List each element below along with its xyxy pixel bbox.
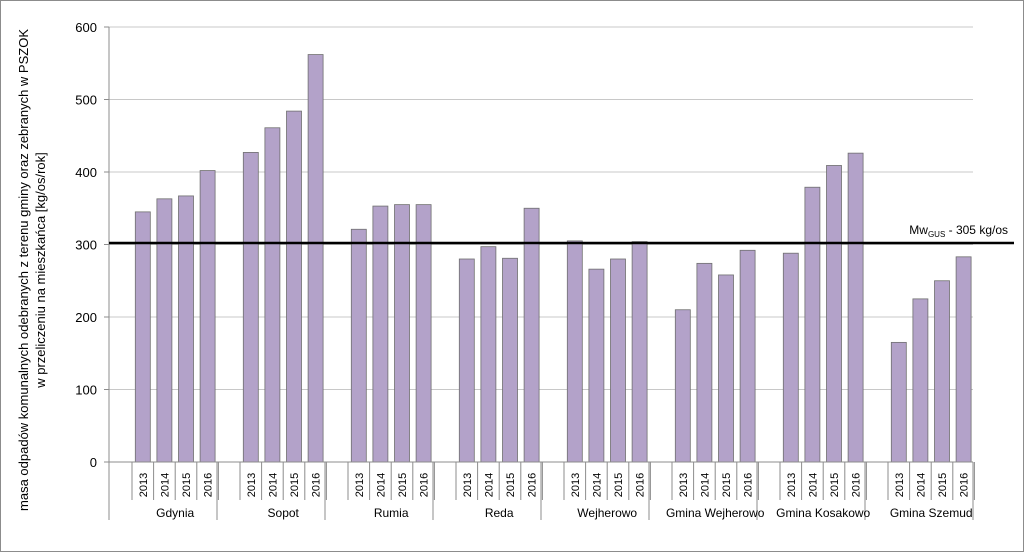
bar	[156, 198, 173, 463]
x-tick-label: 2016	[635, 473, 647, 497]
x-tick-label: 2015	[505, 473, 517, 497]
x-tick-label: 2016	[419, 473, 431, 497]
x-tick-label: 2013	[786, 473, 798, 497]
bar	[523, 207, 540, 463]
bar	[264, 127, 281, 463]
x-tick-label: 2015	[613, 473, 625, 497]
y-axis-label-line1: masa odpadów komunalnych odebranych z te…	[16, 29, 31, 511]
bars	[134, 54, 972, 463]
bar	[955, 256, 972, 463]
bar	[502, 257, 518, 463]
x-tick-label: 2013	[462, 473, 474, 497]
x-tick-label: 2015	[289, 473, 301, 497]
group-label: Gmina Kosakowo	[776, 506, 870, 520]
bar	[804, 186, 821, 463]
bar	[826, 165, 842, 463]
group-label: Gmina Wejherowo	[666, 506, 765, 520]
x-tick-label: 2016	[203, 473, 215, 497]
bar	[782, 252, 799, 463]
x-tick-label: 2014	[699, 473, 711, 497]
x-tick-label: 2014	[375, 473, 387, 497]
x-tick-label: 2013	[138, 473, 150, 497]
y-tick-label: 0	[90, 455, 97, 470]
y-tick-label: 400	[75, 165, 97, 180]
bar	[350, 228, 367, 463]
y-tick-label: 600	[75, 20, 97, 35]
bar	[178, 195, 194, 463]
bar	[631, 241, 648, 463]
x-tick-label: 2016	[959, 473, 971, 497]
x-tick-label: 2016	[851, 473, 863, 497]
x-tick-label: 2013	[354, 473, 366, 497]
y-tick-label: 200	[75, 310, 97, 325]
bar	[480, 246, 497, 463]
x-tick-label: 2013	[570, 473, 582, 497]
bar	[286, 110, 302, 463]
bar	[934, 280, 950, 463]
x-tick-label: 2015	[181, 473, 193, 497]
bar	[847, 152, 864, 463]
bar	[372, 205, 389, 463]
x-tick-label: 2014	[267, 473, 279, 497]
x-tick-label: 2016	[311, 473, 323, 497]
bar	[458, 258, 475, 463]
reference-line-label: MwGUS - 305 kg/os	[909, 223, 1008, 239]
x-tick-label: 2016	[743, 473, 755, 497]
x-tick-label: 2014	[807, 473, 819, 497]
group-label: Reda	[485, 506, 514, 520]
reference-line-group: MwGUS - 305 kg/os	[109, 223, 1014, 245]
x-tick-label: 2014	[483, 473, 495, 497]
x-tick-label: 2013	[246, 473, 258, 497]
bar	[912, 298, 929, 463]
bar	[566, 240, 583, 463]
x-tick-label: 2015	[397, 473, 409, 497]
x-tick-label: 2014	[915, 473, 927, 497]
bar	[674, 309, 691, 463]
y-tick-label: 100	[75, 383, 97, 398]
bar	[610, 258, 626, 463]
x-tick-label: 2015	[829, 473, 841, 497]
group-label: Sopot	[268, 506, 300, 520]
x-tick-label: 2014	[159, 473, 171, 497]
bar	[890, 341, 907, 463]
group-label: Rumia	[374, 506, 409, 520]
y-tick-label: 300	[75, 238, 97, 253]
bar	[696, 262, 713, 463]
bar	[199, 170, 216, 463]
y-axis-label-line2: w przeliczeniu na mieszkańca [kg/os/rok]	[33, 152, 48, 389]
x-tick-label: 2015	[721, 473, 733, 497]
bar	[134, 211, 151, 463]
x-tick-label: 2013	[678, 473, 690, 497]
gridlines	[109, 26, 973, 390]
group-label: Gmina Szemud	[890, 506, 973, 520]
x-tick-label: 2014	[591, 473, 603, 497]
bar	[242, 152, 259, 463]
group-label: Wejherowo	[577, 506, 637, 520]
x-axis: 2013 2014 2015 2016 Gdynia 2013 2014 2015 2016 So…	[109, 461, 975, 520]
bar	[588, 268, 605, 463]
bar	[718, 274, 734, 463]
x-tick-label: 2013	[894, 473, 906, 497]
bar	[739, 249, 756, 463]
y-axis: 0 100 200 300 400 500 600	[75, 20, 110, 520]
group-label: Gdynia	[156, 506, 194, 520]
x-tick-label: 2015	[937, 473, 949, 497]
bar	[307, 54, 324, 463]
x-tick-label: 2016	[527, 473, 539, 497]
y-tick-label: 500	[75, 93, 97, 108]
